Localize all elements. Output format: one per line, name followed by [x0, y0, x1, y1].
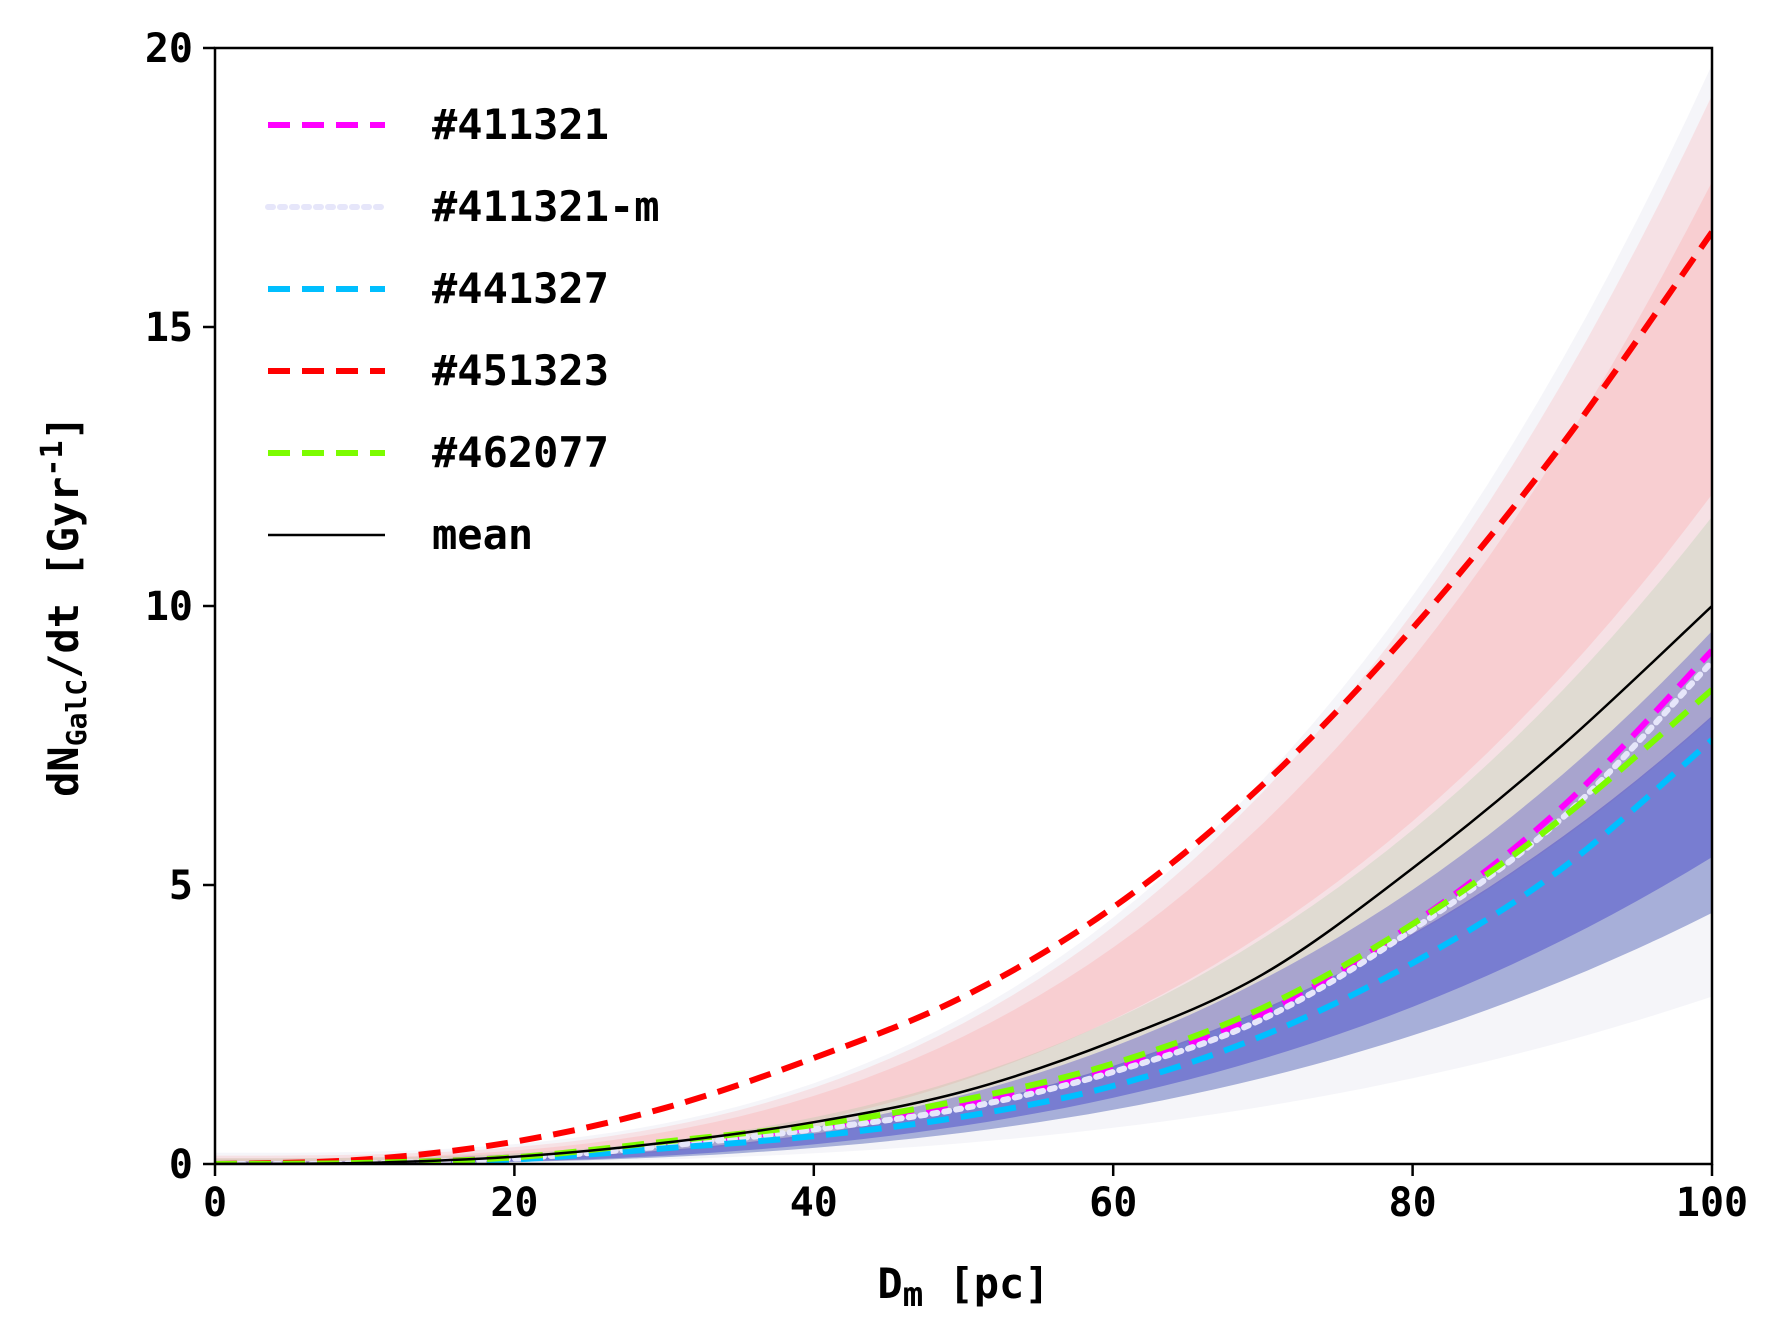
- x-tick-label: 80: [1389, 1180, 1437, 1226]
- background-band-red-inner: [215, 181, 1712, 1164]
- legend-label-441327: #441327: [432, 264, 609, 313]
- x-tick-label: 40: [790, 1180, 838, 1226]
- y-tick-label: 20: [145, 26, 193, 72]
- y-tick-label: 0: [169, 1142, 193, 1188]
- legend-label-411321: #411321: [432, 100, 609, 149]
- y-tick-label: 5: [169, 863, 193, 909]
- series-layer: [215, 230, 1712, 1164]
- legend: #411321 #411321-m #441327 #451323 #462077 mea…: [265, 100, 660, 559]
- series-line-411321: [215, 648, 1712, 1164]
- y-axis-label: dNGalC/dt [Gyr-1]: [35, 415, 93, 797]
- legend-label-411321-m: #411321-m: [432, 182, 660, 231]
- legend-label-451323: #451323: [432, 346, 609, 395]
- background-band-blue-inner: [215, 715, 1712, 1164]
- x-axis-label-sub: m: [903, 1275, 923, 1315]
- legend-label-462077: #462077: [432, 428, 609, 477]
- x-tick-label: 0: [203, 1180, 227, 1226]
- y-axis-label-end: ]: [39, 415, 88, 440]
- background-band-red-outer: [215, 95, 1712, 1164]
- series-line-411321-m: [215, 658, 1712, 1164]
- x-tick-label: 20: [490, 1180, 538, 1226]
- y-axis: 0 5 10 15 20: [145, 26, 215, 1188]
- y-axis-label-rest: /dt [Gyr: [39, 477, 88, 679]
- x-axis-label-rest: [pc]: [923, 1259, 1049, 1308]
- legend-label-mean: mean: [432, 510, 533, 559]
- background-band-grey: [215, 64, 1712, 1164]
- background-band-blue-outer: [215, 631, 1712, 1164]
- x-tick-label: 100: [1676, 1180, 1748, 1226]
- series-line-mean: [215, 605, 1712, 1164]
- y-axis-label-sub: GalC: [60, 679, 93, 746]
- x-axis: 0 20 40 60 80 100: [203, 1164, 1748, 1226]
- y-tick-label: 10: [145, 584, 193, 630]
- series-line-451323: [215, 230, 1712, 1164]
- x-axis-label: Dm [pc]: [877, 1259, 1049, 1315]
- y-tick-label: 15: [145, 305, 193, 351]
- x-axis-label-main: D: [877, 1259, 902, 1308]
- y-axis-label-main: dN: [39, 746, 88, 797]
- y-axis-label-sup: -1: [35, 440, 70, 476]
- x-tick-label: 60: [1089, 1180, 1137, 1226]
- series-line-462077: [215, 687, 1712, 1164]
